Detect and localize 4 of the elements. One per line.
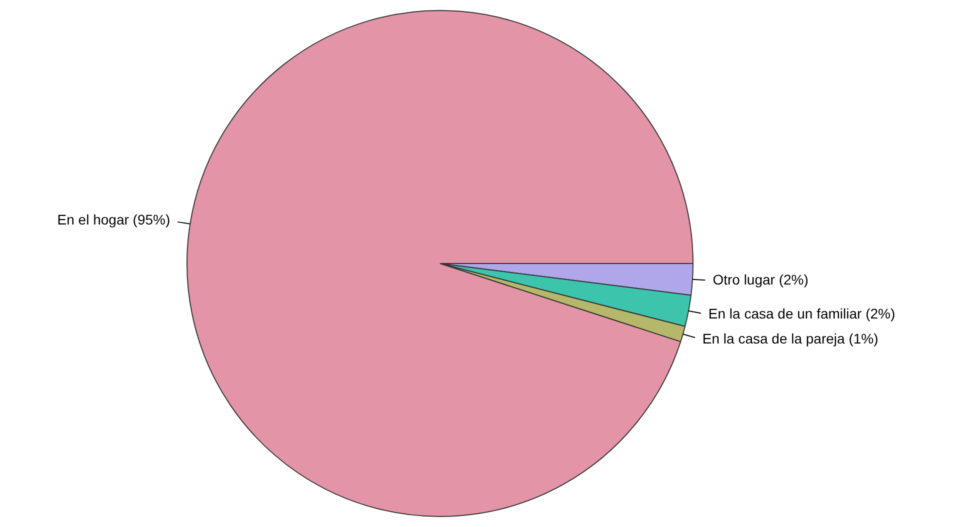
slice-label: Otro lugar (2%) xyxy=(712,272,808,288)
slice-label: En la casa de la pareja (1%) xyxy=(702,330,878,347)
slice-label: En la casa de un familiar (2%) xyxy=(708,306,896,322)
slice-label: En el hogar (95%) xyxy=(57,212,170,228)
